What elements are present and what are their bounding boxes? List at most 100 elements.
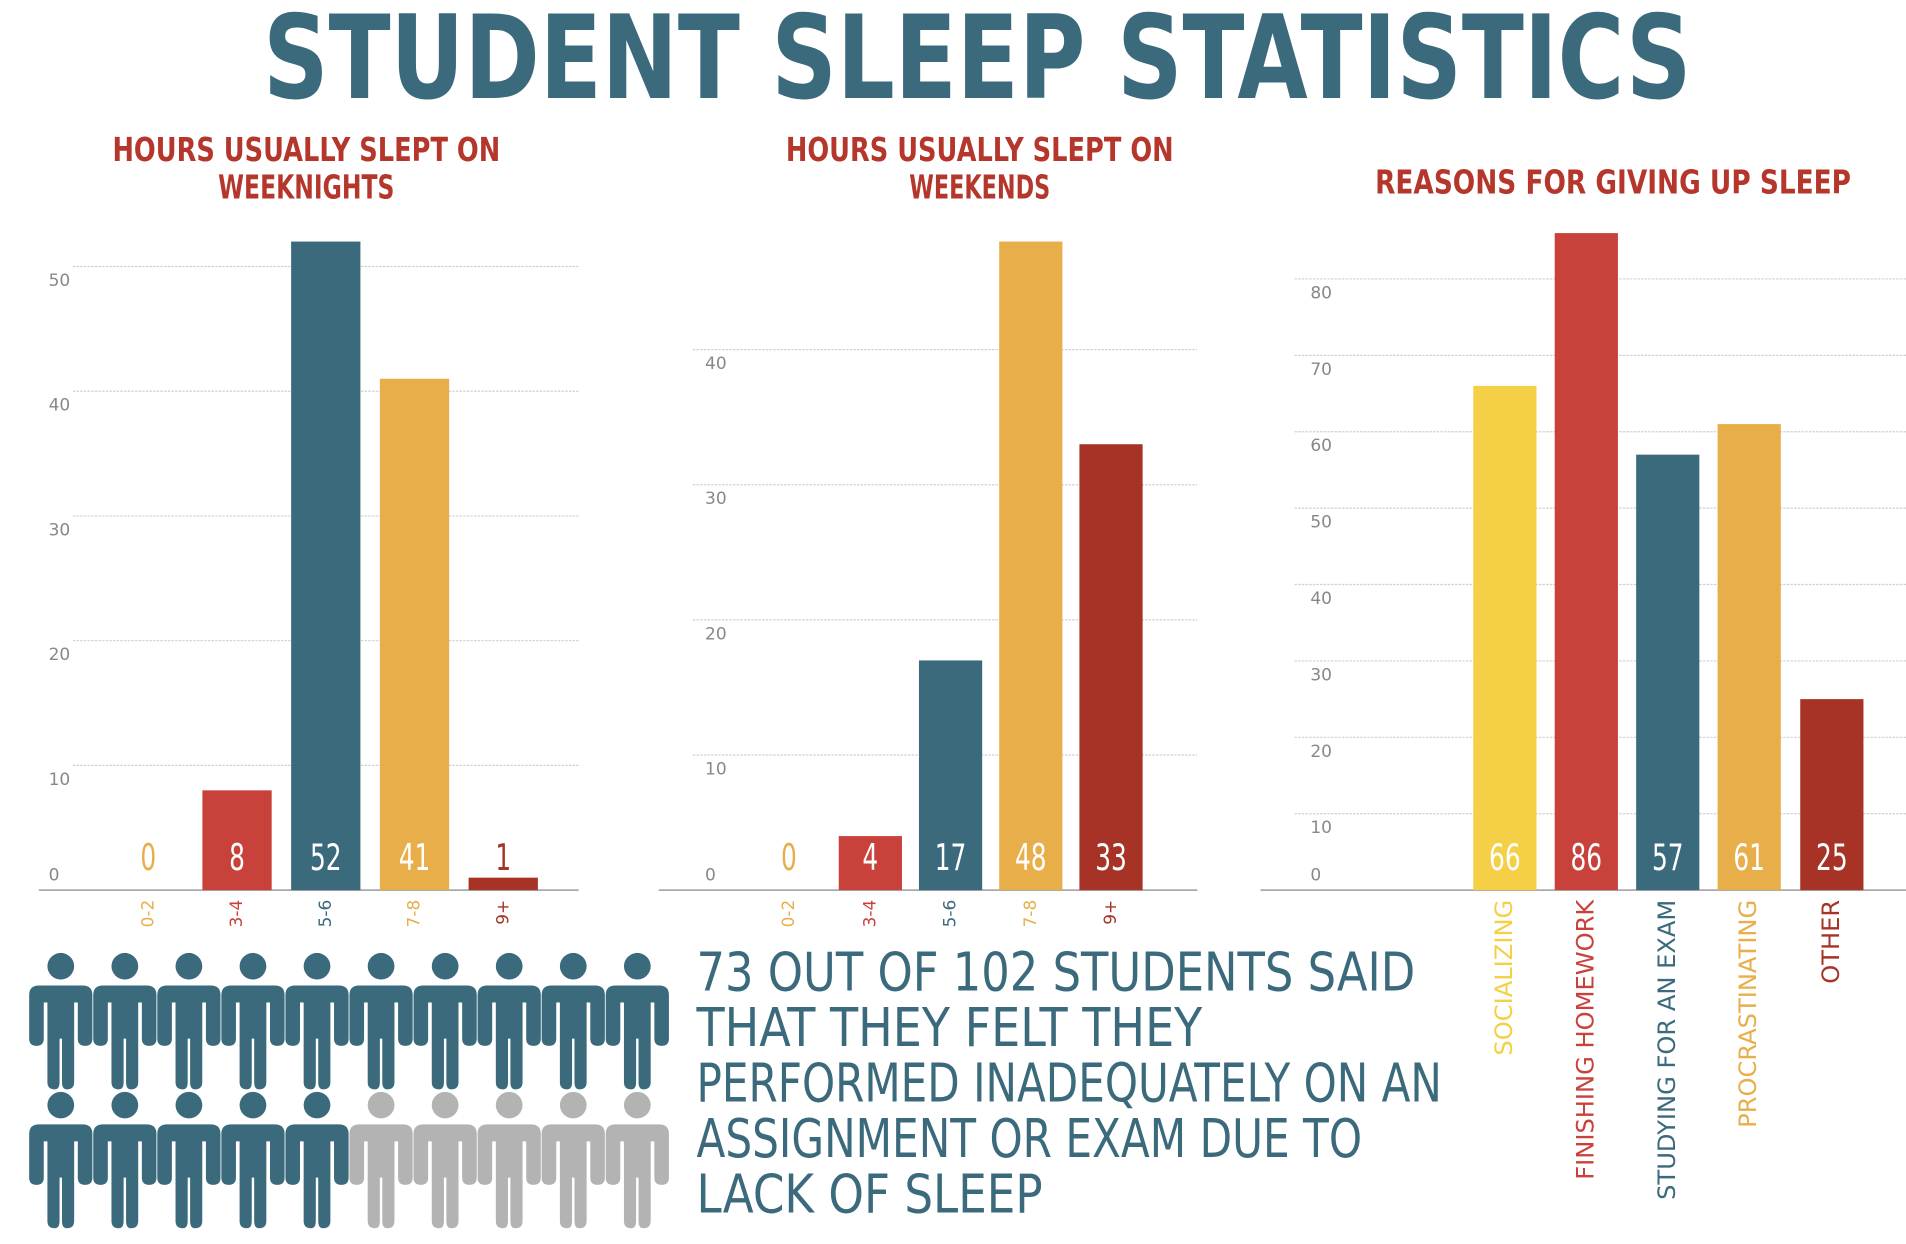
icon-body [93,1124,157,1229]
y-tick-label: 30 [705,488,727,508]
icon-head [303,1091,331,1119]
value-label: 8 [229,836,245,879]
icon-head [431,952,459,980]
icon-head [559,952,587,980]
y-tick-label: 50 [1310,512,1332,532]
person-icon [221,952,285,1090]
y-tick-label: 10 [49,769,71,789]
bar [838,836,902,891]
chart-title: REASONS FOR GIVING UP SLEEP [1375,164,1851,202]
x-tick-label: 9+ [492,900,512,925]
x-tick-label: STUDYING FOR AN EXAM [1653,900,1681,1200]
statement-line: ASSIGNMENT OR EXAM DUE TO [697,1108,1363,1170]
icon-body [29,985,93,1090]
icon-body [477,985,541,1090]
x-tick-label: PROCRASTINATING [1734,900,1762,1128]
x-tick-label: 9+ [1100,900,1120,925]
person-icon [349,952,413,1090]
icon-body [93,985,157,1090]
y-tick-label: 50 [49,270,71,290]
icon-head [367,952,395,980]
bar [1800,699,1864,891]
y-tick-label: 80 [1310,282,1332,302]
x-tick-label: SOCIALIZING [1490,900,1518,1056]
value-label: 57 [1652,836,1684,879]
value-label: 41 [399,836,431,879]
x-tick-label: 0-2 [778,900,798,928]
value-label: 4 [862,836,878,879]
person-icon [605,1091,669,1229]
y-tick-label: 20 [705,623,727,643]
person-icon [157,952,221,1090]
icon-head [495,1091,523,1119]
bar [291,241,361,891]
x-tick-label: 3-4 [859,900,879,928]
chart-title: WEEKENDS [909,169,1050,207]
icon-head [623,1091,651,1119]
x-tick-label: OTHER [1817,900,1845,984]
value-label: 0 [140,836,156,879]
icon-body [285,1124,349,1229]
y-tick-label: 70 [1310,359,1332,379]
icon-body [349,1124,413,1229]
y-tick-label: 40 [705,353,727,373]
chart-title: HOURS USUALLY SLEPT ON [112,131,500,169]
icon-body [413,1124,477,1229]
statement-line: PERFORMED INADEQUATELY ON AN [697,1053,1442,1115]
y-tick-label: 20 [49,644,71,664]
value-label: 61 [1733,836,1765,879]
bar [999,241,1063,891]
y-tick-label: 60 [1310,435,1332,455]
x-tick-label: 0-2 [137,900,157,928]
person-icon [605,952,669,1090]
value-label: 1 [495,836,511,879]
icon-body [157,1124,221,1229]
icon-body [541,1124,605,1229]
value-label: 33 [1095,836,1127,879]
person-icon [93,952,157,1090]
bar [1554,233,1618,891]
x-tick-label: 5-6 [315,900,335,928]
value-label: 66 [1489,836,1521,879]
icon-head [367,1091,395,1119]
icon-body [605,985,669,1090]
icon-body [477,1124,541,1229]
bar [1079,444,1143,891]
x-tick-label: 7-8 [1020,900,1040,928]
icon-body [221,1124,285,1229]
icon-head [111,952,139,980]
x-tick-label: 5-6 [940,900,960,928]
icon-head [239,952,267,980]
icon-body [413,985,477,1090]
bar [918,660,983,891]
icon-head [175,1091,203,1119]
person-icon [157,1091,221,1229]
person-icon [413,952,477,1090]
x-tick-label: 3-4 [226,900,246,928]
icon-head [559,1091,587,1119]
bar [379,378,450,891]
person-icon [29,952,93,1090]
y-tick-label: 20 [1310,741,1332,761]
person-icon [29,1091,93,1229]
person-icon [541,1091,605,1229]
value-label: 48 [1015,836,1047,879]
bar [1717,424,1781,891]
value-label: 25 [1816,836,1848,879]
value-label: 52 [310,836,342,879]
bar [468,877,538,891]
y-tick-label: 10 [1310,817,1332,837]
person-icon [477,1091,541,1229]
y-tick-label: 0 [705,865,716,885]
chart-title: HOURS USUALLY SLEPT ON [786,131,1174,169]
y-tick-label: 40 [49,395,71,415]
icon-head [239,1091,267,1119]
person-icon [285,952,349,1090]
icon-body [605,1124,669,1229]
statement-line: 73 OUT OF 102 STUDENTS SAID [697,942,1416,1004]
icon-head [175,952,203,980]
person-icon [349,1091,413,1229]
x-tick-label: 7-8 [403,900,423,928]
person-icon [413,1091,477,1229]
